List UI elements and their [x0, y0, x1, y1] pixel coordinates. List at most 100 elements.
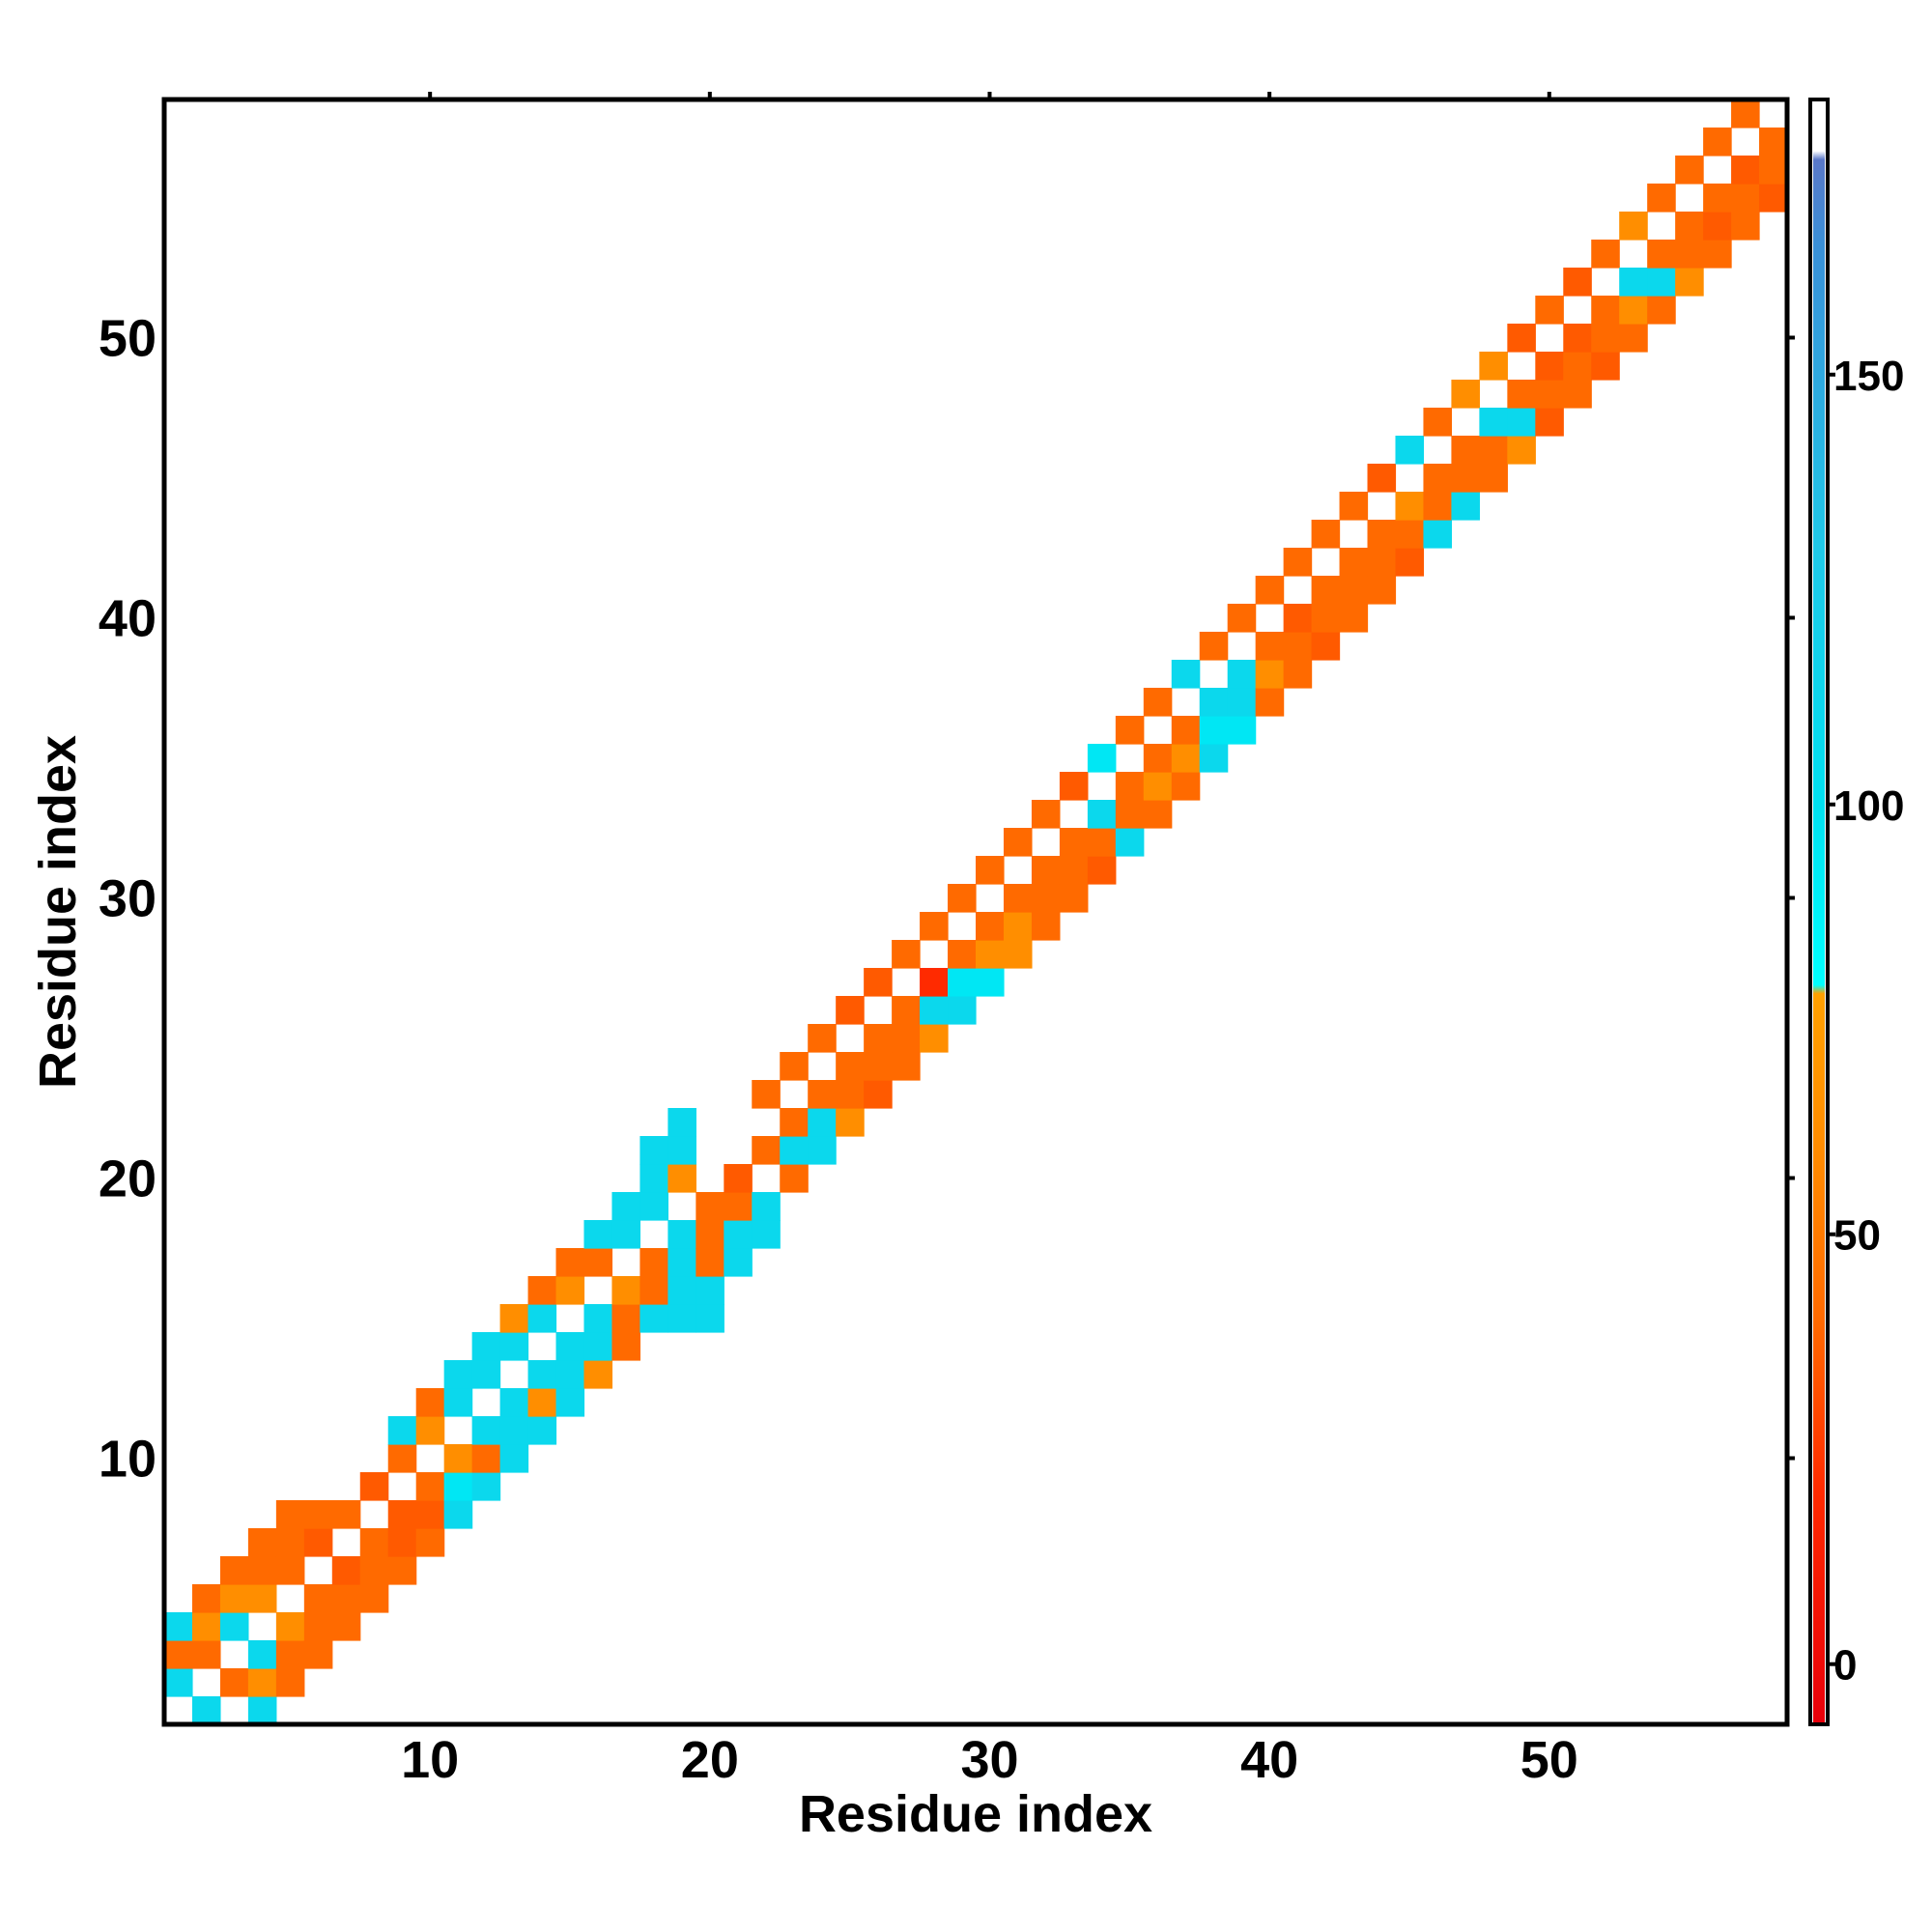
heatmap-cell [275, 1528, 305, 1557]
heatmap-cell [1087, 744, 1117, 773]
colorbar-tick-label: 100 [1833, 782, 1904, 830]
heatmap-cell [724, 1164, 753, 1193]
heatmap-cell [611, 1304, 641, 1333]
heatmap-cell [415, 1528, 445, 1557]
heatmap-cell [1451, 436, 1480, 465]
heatmap-cell [920, 1024, 949, 1053]
heatmap-cell [499, 1444, 529, 1473]
heatmap-cell [1451, 464, 1480, 493]
heatmap-cell [864, 1052, 893, 1081]
heatmap-cell [555, 1332, 585, 1361]
heatmap-cell [1647, 240, 1676, 269]
heatmap-cell [920, 912, 949, 941]
heatmap-cell [1479, 352, 1508, 381]
heatmap-cell [555, 1276, 585, 1305]
heatmap-cell [387, 1500, 417, 1529]
heatmap-cell [639, 1192, 668, 1221]
heatmap-cell [836, 996, 865, 1025]
heatmap-cell [836, 1052, 865, 1081]
heatmap-cell [303, 1584, 333, 1613]
heatmap-cell [611, 1276, 641, 1305]
heatmap-cell [1255, 632, 1285, 661]
heatmap-cell [1199, 716, 1229, 745]
heatmap-cell [527, 1360, 557, 1389]
x-tick-label: 50 [1520, 1731, 1578, 1789]
heatmap-cell [808, 1136, 837, 1165]
heatmap-cell [359, 1584, 389, 1613]
heatmap-cell [1227, 716, 1257, 745]
heatmap-cell [1311, 632, 1341, 661]
heatmap-cell [1731, 156, 1760, 185]
heatmap-cell [247, 1528, 277, 1557]
heatmap-cell [359, 1472, 389, 1501]
heatmap-cell [499, 1388, 529, 1417]
heatmap-cell [1311, 604, 1341, 633]
heatmap-cell [780, 1052, 809, 1081]
plot-frame [161, 97, 1790, 1727]
heatmap-cell [639, 1136, 668, 1165]
heatmap-cell [1143, 688, 1173, 717]
heatmap-cell [387, 1528, 417, 1557]
heatmap-cell [1227, 688, 1257, 717]
heatmap-cell [1171, 716, 1201, 745]
heatmap-cell [1059, 828, 1089, 857]
heatmap-cell [808, 1108, 837, 1137]
heatmap-cell [443, 1472, 473, 1501]
heatmap-cell [247, 1696, 277, 1725]
heatmap-cell [1423, 492, 1453, 521]
heatmap-cell [639, 1248, 668, 1277]
heatmap-cell [1619, 296, 1648, 325]
heatmap-cell [864, 1080, 893, 1109]
heatmap-cell [1143, 800, 1173, 829]
heatmap-cell [948, 884, 977, 913]
heatmap-cell [611, 1220, 641, 1249]
heatmap-cell [920, 968, 949, 997]
heatmap-cell [191, 1584, 221, 1613]
heatmap-cell [948, 996, 977, 1025]
colorbar-frame [1808, 98, 1830, 1726]
heatmap-cell [219, 1584, 249, 1613]
heatmap-cell [1395, 548, 1425, 577]
heatmap-cell [1395, 520, 1425, 549]
heatmap-cell [219, 1612, 249, 1641]
heatmap-cell [1003, 912, 1033, 941]
heatmap-cell [303, 1528, 333, 1557]
heatmap-cell [1647, 268, 1676, 297]
heatmap-cell [191, 1612, 221, 1641]
heatmap-cell [639, 1164, 668, 1193]
heatmap-cell [1535, 296, 1564, 325]
heatmap-cell [1647, 296, 1676, 325]
x-tick-label: 20 [681, 1731, 739, 1789]
heatmap-cell [1591, 352, 1620, 381]
heatmap-cell [1031, 856, 1061, 885]
heatmap-cell [1059, 884, 1089, 913]
heatmap-cell [1087, 800, 1117, 829]
heatmap-cell [1535, 380, 1564, 409]
heatmap-cell [331, 1584, 361, 1613]
heatmap-cell [724, 1192, 753, 1221]
heatmap-cell [1479, 436, 1508, 465]
heatmap-cell [1199, 632, 1229, 661]
heatmap-cell [1759, 156, 1788, 185]
heatmap-cell [1759, 128, 1788, 156]
heatmap-cell [331, 1612, 361, 1641]
x-tick-label: 40 [1240, 1731, 1298, 1789]
heatmap-cell [275, 1668, 305, 1697]
heatmap-cell [164, 1668, 193, 1697]
heatmap-cell [1255, 576, 1285, 605]
heatmap-cell [471, 1332, 501, 1361]
heatmap-cell [696, 1304, 724, 1333]
heatmap-cell [1199, 688, 1229, 717]
heatmap-cell [1759, 184, 1788, 213]
heatmap-cell [1479, 408, 1508, 437]
heatmap-cell [387, 1416, 417, 1445]
y-tick-label: 20 [99, 1151, 156, 1208]
heatmap-cell [527, 1388, 557, 1417]
heatmap-cell [1731, 184, 1760, 213]
heatmap-cell [892, 996, 921, 1025]
heatmap-cell [331, 1500, 361, 1529]
y-axis-ticks: 10 20 30 40 50 [99, 310, 1795, 1489]
heatmap-cell [303, 1612, 333, 1641]
heatmap-cell [1731, 212, 1760, 241]
heatmap-cell [1731, 99, 1760, 128]
